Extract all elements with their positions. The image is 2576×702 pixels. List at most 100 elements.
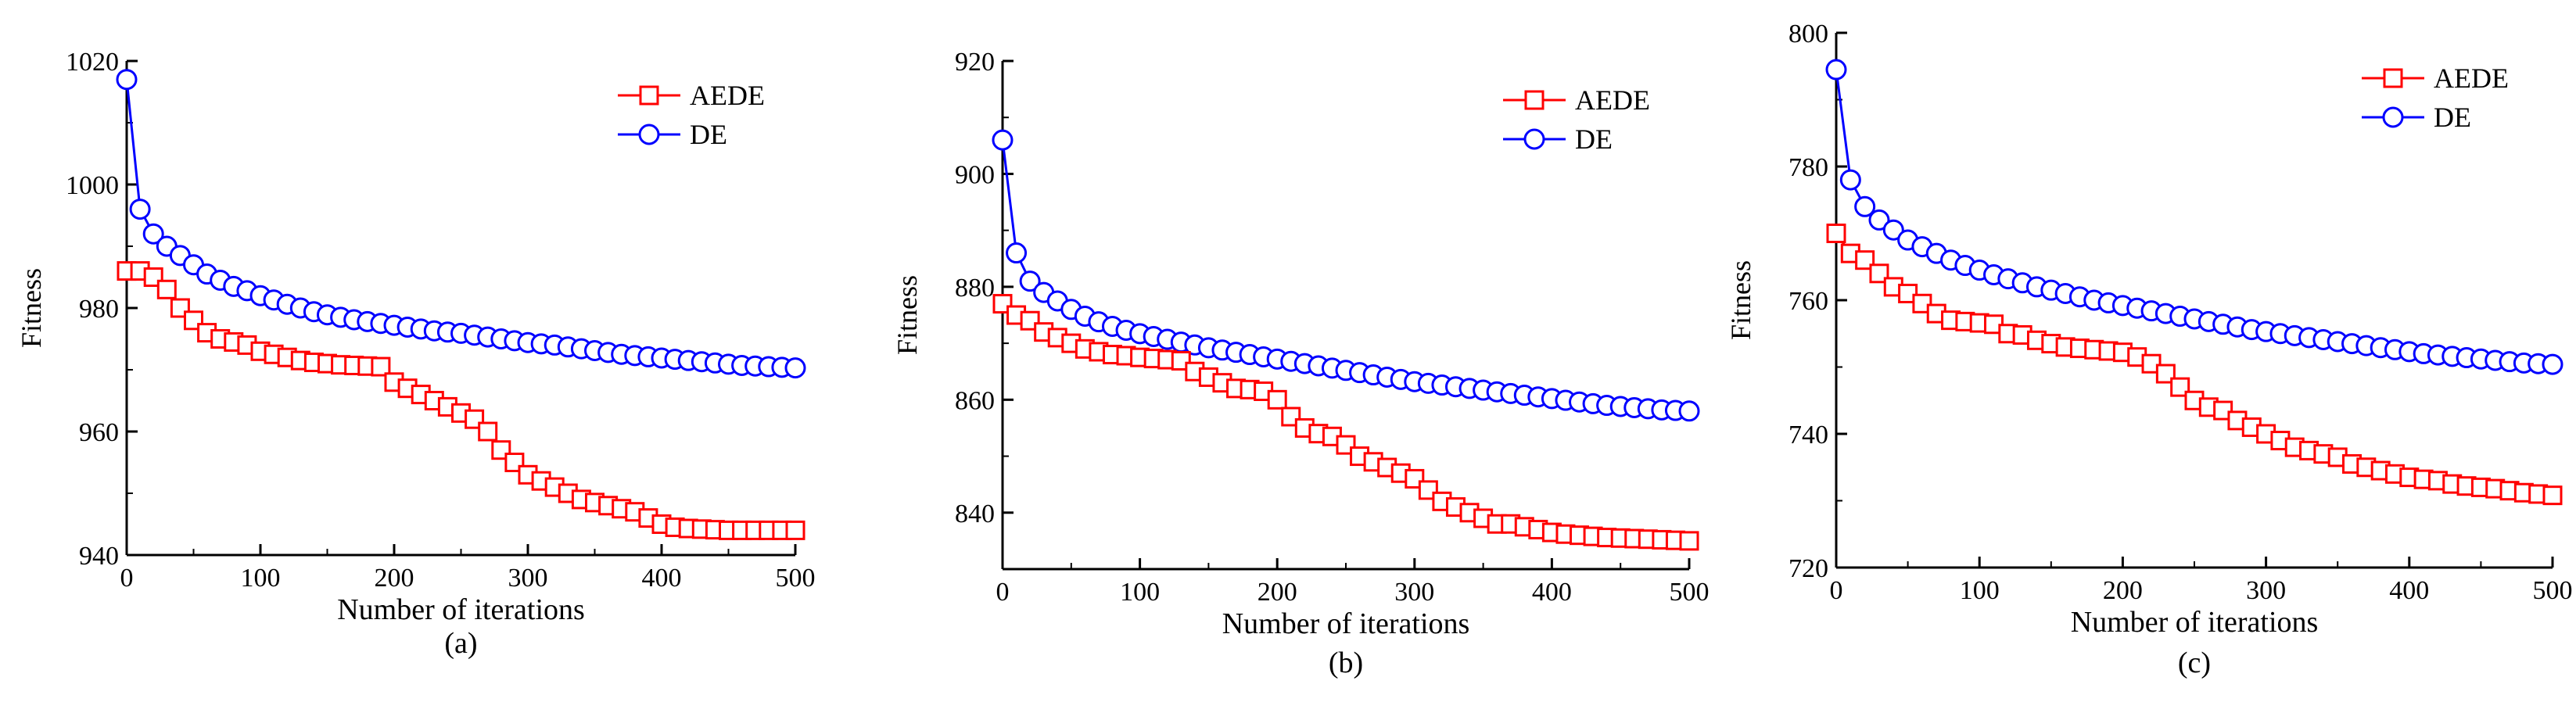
- data-point: [1825, 59, 1847, 81]
- data-point: [1869, 263, 1889, 284]
- data-point: [1868, 209, 1890, 231]
- legend-label-aede: AEDE: [690, 80, 765, 111]
- data-point: [1678, 400, 1700, 422]
- x-tick-label: 500: [776, 564, 816, 593]
- x-tick-label: 400: [1532, 578, 1572, 607]
- chart-panel-3: 0 100 200 300 400 500 720 740 760 780 800 Number of…: [1725, 20, 2573, 679]
- data-point: [1679, 531, 1699, 551]
- data-point: [1267, 389, 1287, 410]
- x-tick-label: 400: [2389, 576, 2429, 605]
- y-tick-label: 1000: [66, 171, 119, 200]
- legend-label-de: DE: [2434, 102, 2471, 133]
- data-point: [1006, 242, 1028, 264]
- series-de: [116, 69, 806, 379]
- y-tick-label: 740: [1788, 421, 1828, 449]
- data-point: [371, 356, 391, 377]
- y-tick-label: 800: [1788, 20, 1828, 48]
- legend-marker-aede: [2383, 68, 2403, 88]
- data-point: [1839, 169, 1861, 191]
- data-point: [1912, 293, 1932, 313]
- y-axis-title: Fitness: [16, 268, 47, 348]
- series-line-aede: [1835, 232, 2553, 497]
- data-point: [2155, 364, 2176, 384]
- x-tick-label: 0: [120, 564, 134, 593]
- y-tick-label: 840: [955, 500, 995, 528]
- data-point: [2170, 377, 2190, 397]
- y-tick-label: 780: [1788, 153, 1828, 182]
- series-aede: [992, 294, 1699, 551]
- y-tick-label: 920: [955, 48, 995, 77]
- x-tick-label: 400: [642, 564, 682, 593]
- x-tick-label: 200: [375, 564, 414, 593]
- data-point: [1898, 283, 1918, 303]
- x-tick-label: 300: [1394, 578, 1434, 607]
- data-point: [992, 129, 1014, 151]
- x-axis-title: Number of iterations: [337, 593, 585, 626]
- y-tick-label: 860: [955, 386, 995, 415]
- chart-panel-1: 0 100 200 300 400 500 940 960 980 1000 1020 Number …: [16, 48, 816, 660]
- x-tick-label: 200: [2103, 576, 2143, 605]
- data-point: [785, 520, 805, 540]
- x-axis-title: Number of iterations: [2071, 606, 2319, 639]
- x-tick-label: 100: [241, 564, 281, 593]
- legend-marker-de: [638, 124, 660, 145]
- series-de: [1825, 59, 2563, 375]
- data-point: [1854, 195, 1876, 217]
- data-point: [1855, 250, 1875, 270]
- x-tick-label: 0: [996, 578, 1010, 607]
- data-point: [2542, 353, 2563, 375]
- x-tick-label: 100: [1960, 576, 2000, 605]
- legend: AEDE DE: [618, 80, 765, 150]
- data-point: [478, 421, 498, 442]
- y-tick-label: 880: [955, 274, 995, 303]
- x-axis-title: Number of iterations: [1222, 607, 1470, 640]
- panel-label: (b): [1329, 646, 1363, 679]
- legend-label-aede: AEDE: [1575, 84, 1650, 116]
- legend-marker-aede: [1524, 90, 1545, 110]
- y-tick-label: 720: [1788, 554, 1828, 583]
- legend-marker-de: [2382, 106, 2404, 128]
- series-line-aede: [1002, 303, 1690, 543]
- y-axis-title: Fitness: [892, 275, 923, 355]
- series-aede: [1826, 224, 2563, 506]
- y-tick-label: 940: [79, 542, 119, 571]
- series-aede: [117, 261, 805, 540]
- series-de: [992, 129, 1700, 422]
- data-point: [2141, 353, 2162, 374]
- legend-label-aede: AEDE: [2434, 63, 2509, 94]
- y-tick-label: 980: [79, 295, 119, 324]
- x-tick-label: 300: [2246, 576, 2286, 605]
- legend: AEDE DE: [1503, 84, 1650, 155]
- data-point: [156, 279, 177, 299]
- x-tick-label: 500: [2533, 576, 2573, 605]
- y-tick-label: 900: [955, 160, 995, 189]
- x-tick-label: 200: [1258, 578, 1297, 607]
- data-point: [784, 357, 806, 379]
- x-tick-label: 0: [1830, 576, 1843, 605]
- y-tick-label: 760: [1788, 287, 1828, 316]
- data-point: [129, 199, 151, 220]
- legend: AEDE DE: [2362, 63, 2509, 133]
- data-point: [116, 69, 138, 91]
- y-axis-title: Fitness: [1725, 260, 1756, 340]
- x-tick-label: 100: [1120, 578, 1160, 607]
- data-point: [142, 223, 164, 245]
- data-point: [1882, 219, 1904, 241]
- y-tick-label: 1020: [66, 48, 119, 77]
- series-line-aede: [127, 270, 795, 532]
- x-tick-label: 500: [1670, 578, 1710, 607]
- legend-marker-de: [1523, 128, 1545, 150]
- legend-marker-aede: [639, 85, 659, 106]
- chart-panel-2: 0 100 200 300 400 500 840 860 880 900 920 Number of…: [892, 48, 1710, 679]
- panel-label: (c): [2178, 646, 2211, 679]
- y-tick-label: 960: [79, 418, 119, 447]
- x-tick-label: 300: [508, 564, 548, 593]
- data-point: [2542, 485, 2563, 506]
- panel-label: (a): [444, 627, 477, 660]
- legend-label-de: DE: [690, 119, 727, 150]
- legend-label-de: DE: [1575, 124, 1613, 155]
- data-point: [1826, 224, 1846, 243]
- data-point: [1019, 270, 1041, 292]
- data-point: [2213, 400, 2233, 421]
